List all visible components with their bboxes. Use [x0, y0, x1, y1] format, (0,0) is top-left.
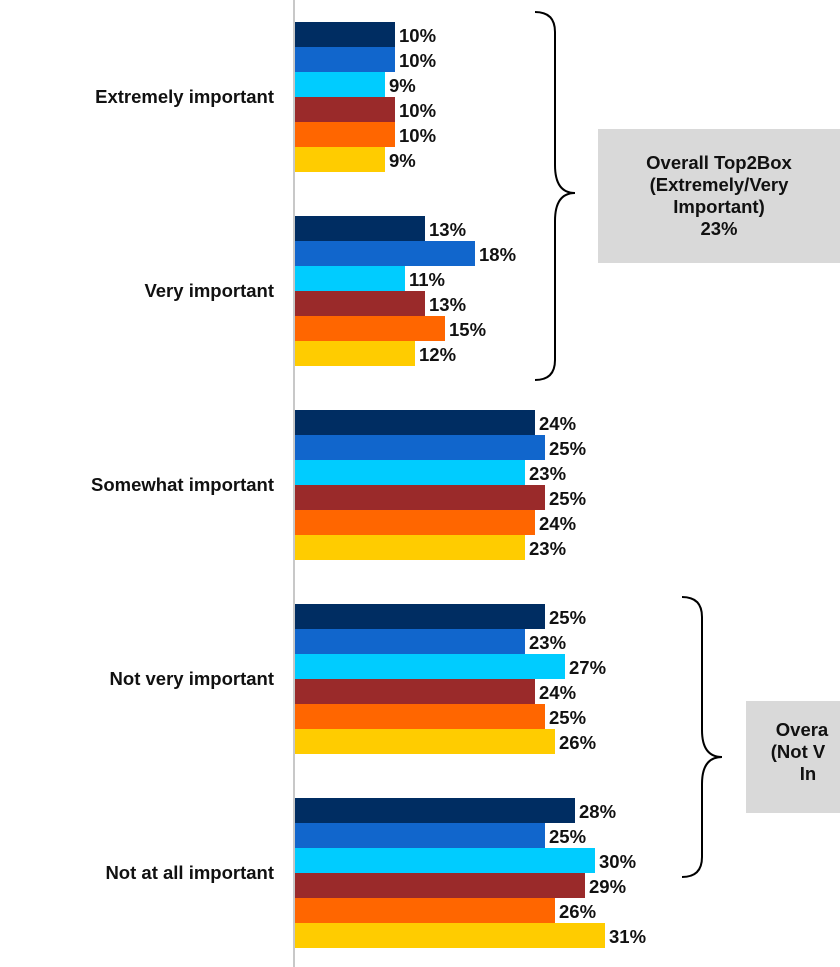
data-label-not-at-all-important-s5: 26% [559, 901, 596, 922]
bar-very-important-s3 [295, 266, 405, 291]
bar-not-very-important-s4 [295, 679, 535, 704]
bar-group: 10% 10% 9% 10% 10% 9% 13% 18% 11% 13% 15% 12% 24% 25%… [295, 22, 646, 948]
bar-somewhat-important-s3 [295, 460, 525, 485]
bar-not-very-important-s6 [295, 729, 555, 754]
data-label-somewhat-important-s2: 25% [549, 438, 586, 459]
bar-not-at-all-important-s2 [295, 823, 545, 848]
category-label-very-important: Very important [144, 280, 274, 301]
top2box-callout: Overall Top2Box (Extremely/Very Importan… [598, 129, 840, 263]
data-label-somewhat-important-s6: 23% [529, 538, 566, 559]
data-label-extremely-important-s5: 10% [399, 125, 436, 146]
data-label-not-at-all-important-s3: 30% [599, 851, 636, 872]
bottom2box-line-3: In [799, 763, 817, 784]
data-label-not-very-important-s5: 25% [549, 707, 586, 728]
data-label-not-at-all-important-s6: 31% [609, 926, 646, 947]
bar-not-very-important-s2 [295, 629, 525, 654]
category-label-not-at-all-important: Not at all important [105, 862, 274, 883]
data-label-not-at-all-important-s4: 29% [589, 876, 626, 897]
bar-somewhat-important-s2 [295, 435, 545, 460]
bar-extremely-important-s3 [295, 72, 385, 97]
data-label-somewhat-important-s5: 24% [539, 513, 576, 534]
data-label-not-at-all-important-s2: 25% [549, 826, 586, 847]
category-label-somewhat-important: Somewhat important [91, 474, 274, 495]
data-label-somewhat-important-s1: 24% [539, 413, 576, 434]
category-label-extremely-important: Extremely important [95, 86, 274, 107]
data-label-not-at-all-important-s1: 28% [579, 801, 616, 822]
bar-not-at-all-important-s5 [295, 898, 555, 923]
data-label-extremely-important-s1: 10% [399, 25, 436, 46]
bar-somewhat-important-s5 [295, 510, 535, 535]
bar-not-at-all-important-s4 [295, 873, 585, 898]
data-label-extremely-important-s4: 10% [399, 100, 436, 121]
bar-extremely-important-s5 [295, 122, 395, 147]
bar-somewhat-important-s1 [295, 410, 535, 435]
bar-somewhat-important-s6 [295, 535, 525, 560]
data-label-somewhat-important-s4: 25% [549, 488, 586, 509]
top2box-value: 23% [700, 218, 738, 239]
bar-very-important-s2 [295, 241, 475, 266]
bar-not-very-important-s1 [295, 604, 545, 629]
bottom2box-callout: Overa (Not V In [746, 701, 840, 813]
data-label-very-important-s5: 15% [449, 319, 486, 340]
data-label-somewhat-important-s3: 23% [529, 463, 566, 484]
bar-very-important-s1 [295, 216, 425, 241]
bottom2box-line-2: (Not V [770, 741, 826, 762]
bar-very-important-s5 [295, 316, 445, 341]
bar-somewhat-important-s4 [295, 485, 545, 510]
bottom-brace [681, 596, 723, 878]
data-label-very-important-s1: 13% [429, 219, 466, 240]
data-label-not-very-important-s1: 25% [549, 607, 586, 628]
top2box-line-3: Important) [673, 196, 765, 217]
bar-not-very-important-s3 [295, 654, 565, 679]
bar-extremely-important-s1 [295, 22, 395, 47]
top2box-line-1: Overall Top2Box [646, 152, 792, 173]
bar-extremely-important-s2 [295, 47, 395, 72]
data-label-not-very-important-s4: 24% [539, 682, 576, 703]
data-label-very-important-s4: 13% [429, 294, 466, 315]
bar-not-at-all-important-s6 [295, 923, 605, 948]
data-label-very-important-s6: 12% [419, 344, 456, 365]
bar-very-important-s6 [295, 341, 415, 366]
top-brace [534, 11, 576, 381]
top2box-line-2: (Extremely/Very [649, 174, 789, 195]
category-label-not-very-important: Not very important [109, 668, 274, 689]
data-label-very-important-s3: 11% [409, 269, 445, 290]
data-label-extremely-important-s6: 9% [389, 150, 416, 171]
bar-not-very-important-s5 [295, 704, 545, 729]
data-label-not-very-important-s2: 23% [529, 632, 566, 653]
bar-extremely-important-s4 [295, 97, 395, 122]
bar-not-at-all-important-s1 [295, 798, 575, 823]
data-label-not-very-important-s3: 27% [569, 657, 606, 678]
data-label-extremely-important-s3: 9% [389, 75, 416, 96]
data-label-extremely-important-s2: 10% [399, 50, 436, 71]
bar-not-at-all-important-s3 [295, 848, 595, 873]
bottom2box-line-1: Overa [775, 719, 829, 740]
bar-very-important-s4 [295, 291, 425, 316]
bar-extremely-important-s6 [295, 147, 385, 172]
data-label-not-very-important-s6: 26% [559, 732, 596, 753]
data-label-very-important-s2: 18% [479, 244, 516, 265]
